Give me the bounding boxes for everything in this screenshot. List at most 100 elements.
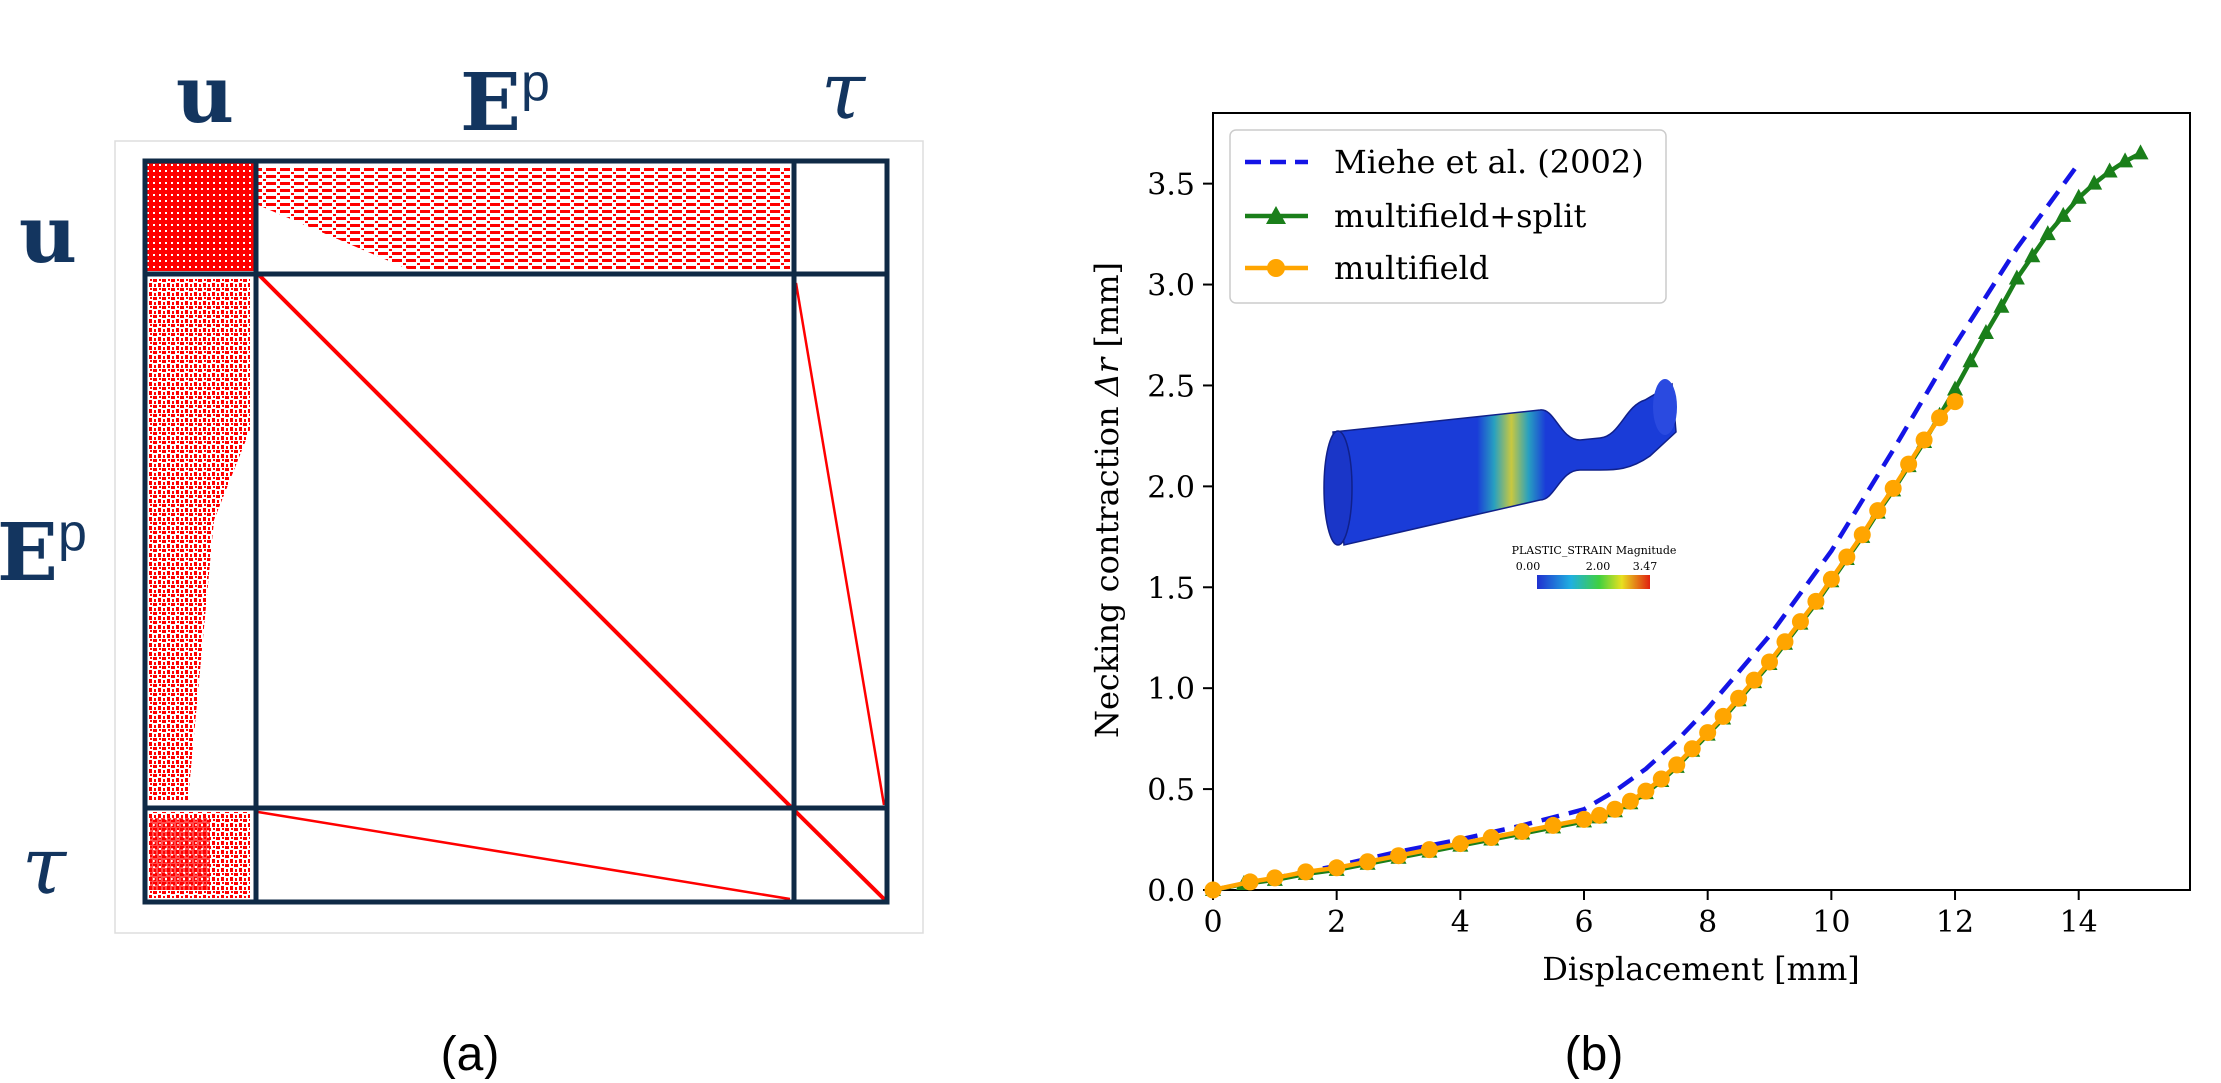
colorbar-tick-0: 0.00 <box>1516 560 1541 573</box>
data-point-triangle <box>1962 352 1979 368</box>
data-point-circle <box>1606 800 1624 818</box>
top-label-tau: τ <box>821 44 867 137</box>
y-tick-label: 1.0 <box>1147 672 1195 707</box>
panel-b: 0 2 4 6 8 10 12 14 0.0 0.5 1.0 1.5 2.0 2.5 3.0 3.5 PLA… <box>1088 112 2191 1081</box>
colorbar-tick-2: 3.47 <box>1633 560 1658 573</box>
legend-box <box>1229 129 1667 304</box>
x-tick-label: 8 <box>1698 905 1717 940</box>
block-tau-tau-diagonal <box>790 806 887 902</box>
series-2 <box>1204 393 1964 899</box>
data-point-circle <box>1482 829 1500 847</box>
data-point-circle <box>1513 822 1531 840</box>
data-point-triangle <box>2024 247 2041 263</box>
series-line-0 <box>1212 162 2081 893</box>
series-layer <box>1204 144 2149 899</box>
data-point-circle <box>1946 393 1964 411</box>
data-point-circle <box>1869 502 1887 520</box>
y-tick-label: 2.0 <box>1147 470 1195 505</box>
data-point-circle <box>1745 671 1763 689</box>
panel-a: u Ep τ u Ep τ (a) <box>0 44 924 1081</box>
data-point-circle <box>1822 570 1840 588</box>
data-point-circle <box>1652 770 1670 788</box>
data-point-circle <box>1931 409 1949 427</box>
y-axis-ticks: 0.0 0.5 1.0 1.5 2.0 2.5 3.0 3.5 <box>1147 168 1213 909</box>
block-u-ep <box>258 168 790 270</box>
legend-label-multifield: multifield <box>1334 249 1489 287</box>
block-ep-tau-line <box>794 282 886 806</box>
inset-specimen <box>1323 379 1677 546</box>
data-point-circle <box>1853 526 1871 544</box>
data-point-circle <box>1668 756 1686 774</box>
x-tick-label: 6 <box>1574 905 1593 940</box>
data-point-circle <box>1241 873 1259 891</box>
data-point-circle <box>1776 633 1794 651</box>
series-0 <box>1212 162 2081 893</box>
data-point-triangle <box>2132 144 2149 160</box>
data-point-circle <box>1884 479 1902 497</box>
data-point-triangle <box>2086 174 2103 190</box>
data-point-triangle <box>2101 162 2118 178</box>
specimen-end-left <box>1323 430 1353 546</box>
data-point-circle <box>1544 816 1562 834</box>
colorbar <box>1537 575 1650 589</box>
x-tick-label: 2 <box>1327 905 1346 940</box>
legend-label-miehe: Miehe et al. (2002) <box>1334 143 1644 181</box>
data-point-circle <box>1297 863 1315 881</box>
side-label-u: u <box>19 187 77 281</box>
data-point-triangle <box>2117 152 2134 168</box>
data-point-triangle <box>2039 225 2056 241</box>
x-axis-label: Displacement [mm] <box>1542 950 1860 988</box>
data-point-circle <box>1915 431 1933 449</box>
y-tick-label: 0.0 <box>1147 874 1195 909</box>
data-point-circle <box>1807 592 1825 610</box>
x-tick-label: 12 <box>1936 905 1974 940</box>
top-label-ep: Ep <box>460 54 550 149</box>
data-point-circle <box>1761 653 1779 671</box>
panel-b-label: (b) <box>1565 1028 1624 1079</box>
y-tick-label: 0.5 <box>1147 773 1195 808</box>
legend: Miehe et al. (2002) multifield+split mul… <box>1229 129 1667 304</box>
block-uu <box>145 161 254 271</box>
side-label-tau: τ <box>22 819 68 912</box>
data-point-circle <box>1637 782 1655 800</box>
block-ep-ep-diagonal <box>256 272 794 810</box>
data-point-circle <box>1359 853 1377 871</box>
colorbar-title: PLASTIC_STRAIN Magnitude <box>1512 544 1677 557</box>
block-grid <box>142 158 890 905</box>
x-axis-ticks: 0 2 4 6 8 10 12 14 <box>1203 890 2098 940</box>
data-point-circle <box>1590 806 1608 824</box>
side-label-ep: Ep <box>0 504 87 599</box>
data-point-circle <box>1390 847 1408 865</box>
data-point-circle <box>1575 810 1593 828</box>
data-point-circle <box>1328 859 1346 877</box>
block-ep-u <box>148 278 250 800</box>
y-tick-label: 3.0 <box>1147 269 1195 304</box>
data-point-circle <box>1714 707 1732 725</box>
top-label-u: u <box>176 47 234 141</box>
panel-a-label: (a) <box>441 1028 500 1079</box>
data-point-triangle <box>1977 323 1994 339</box>
data-point-triangle <box>2008 269 2025 285</box>
data-point-circle <box>1451 835 1469 853</box>
block-tau-ep-line <box>257 810 791 901</box>
data-point-circle <box>1621 792 1639 810</box>
legend-label-split: multifield+split <box>1334 197 1586 235</box>
data-point-triangle <box>2070 188 2087 204</box>
x-tick-label: 4 <box>1451 905 1470 940</box>
y-tick-label: 3.5 <box>1147 168 1195 203</box>
block-tau-u-dense <box>150 818 210 890</box>
legend-marker-split <box>1266 206 1286 224</box>
data-point-circle <box>1683 740 1701 758</box>
data-point-circle <box>1900 455 1918 473</box>
y-axis-label: Necking contraction Δr [mm] <box>1088 262 1126 738</box>
y-tick-label: 1.5 <box>1147 571 1195 606</box>
x-tick-label: 14 <box>2060 905 2098 940</box>
data-point-circle <box>1791 613 1809 631</box>
x-tick-label: 10 <box>1812 905 1850 940</box>
y-tick-label: 2.5 <box>1147 369 1195 404</box>
data-point-circle <box>1420 841 1438 859</box>
data-point-circle <box>1699 724 1717 742</box>
data-point-circle <box>1838 548 1856 566</box>
specimen-end-right <box>1653 379 1677 435</box>
